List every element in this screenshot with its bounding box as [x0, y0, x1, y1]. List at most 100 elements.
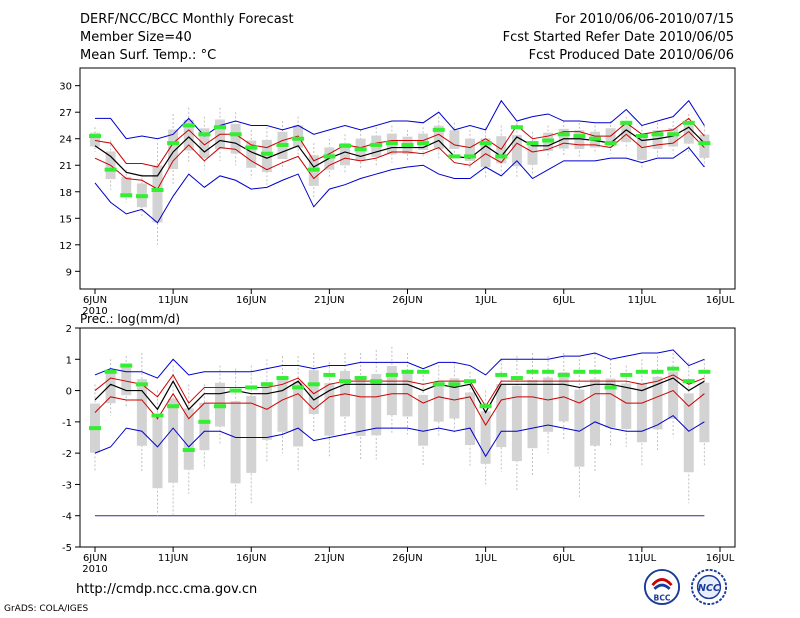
temperature-lower-line — [94, 130, 705, 190]
temperature-spread-box — [605, 128, 616, 147]
temperature-member-mark — [292, 136, 305, 141]
temperature-member-mark — [479, 141, 492, 146]
temperature-ytick-label: 24 — [59, 135, 72, 146]
temperature-member-mark — [526, 141, 539, 146]
precipitation-member-mark — [479, 404, 492, 409]
precipitation-member-mark — [604, 385, 617, 390]
precipitation-spread-box — [230, 401, 241, 484]
temperature-member-mark — [589, 136, 601, 141]
precipitation-spread-box — [527, 379, 538, 449]
precipitation-ytick-label: -3 — [62, 480, 72, 491]
precipitation-spread-box — [246, 395, 257, 473]
temperature-member-mark — [464, 154, 476, 159]
temperature-member-mark — [276, 142, 289, 147]
temperature-ytick-label: 21 — [59, 161, 72, 172]
precipitation-member-mark — [292, 385, 305, 390]
precipitation-upper-line — [94, 373, 705, 408]
temperature-xtick-label: 21JUN — [314, 295, 344, 306]
precipitation-xtick-year: 2010 — [82, 564, 107, 575]
precipitation-spread-box — [418, 394, 429, 446]
precipitation-spread-box — [433, 381, 444, 422]
precipitation-xtick-label: 6JUL — [553, 553, 576, 564]
precipitation-spread-box — [636, 382, 647, 443]
precipitation-spread-box — [449, 378, 460, 419]
precipitation-member-mark — [198, 419, 211, 424]
precipitation-xtick-label: 16JUN — [236, 553, 266, 564]
precipitation-xtick-label: 16JUL — [706, 553, 735, 564]
precipitation-member-mark — [448, 382, 461, 387]
precipitation-member-mark — [401, 369, 414, 374]
temperature-xtick-label: 6JUL — [553, 295, 576, 306]
precipitation-ytick-label: 1 — [66, 355, 72, 366]
precipitation-spread-box — [465, 392, 475, 446]
temperature-ytick-label: 9 — [66, 267, 72, 278]
precipitation-spread-box — [590, 379, 600, 446]
temperature-xtick-label: 1JUL — [475, 295, 498, 306]
temperature-member-mark — [495, 154, 508, 159]
precipitation-member-mark — [307, 382, 320, 387]
temperature-min-line — [94, 146, 705, 224]
precipitation-panel-title: Prec.: log(mm/d) — [80, 312, 180, 326]
temperature-member-mark — [167, 141, 180, 146]
precipitation-spread-box — [355, 376, 366, 436]
temperature-xtick-year: 2010 — [82, 306, 107, 317]
precipitation-member-mark — [104, 369, 117, 374]
chart-title: DERF/NCC/BCC Monthly Forecast — [80, 12, 294, 27]
temperature-spread-box — [668, 128, 679, 147]
precipitation-member-mark — [323, 372, 336, 377]
temperature-member-mark — [635, 134, 648, 139]
precipitation-spread-box — [136, 379, 147, 446]
temperature-member-mark — [604, 141, 617, 146]
precipitation-member-mark — [432, 382, 445, 387]
precipitation-member-mark — [682, 379, 695, 384]
precipitation-member-mark — [385, 372, 398, 377]
precipitation-min-line — [94, 414, 705, 458]
temperature-spread-box — [574, 130, 585, 150]
footer-url[interactable]: http://cmdp.ncc.cma.gov.cn — [76, 582, 258, 597]
precipitation-member-mark — [245, 385, 258, 390]
temperature-spread-box — [152, 165, 163, 223]
temperature-member-mark — [307, 167, 320, 172]
precipitation-member-mark — [620, 372, 633, 377]
precipitation-ytick-label: 2 — [66, 324, 72, 335]
precipitation-member-mark — [151, 413, 164, 418]
temperature-spread-box — [683, 122, 694, 144]
temperature-spread-box — [246, 140, 257, 168]
fcst-produced-date: Fcst Produced Date 2010/06/06 — [528, 48, 734, 63]
precipitation-xtick-label: 1JUL — [475, 553, 498, 564]
temperature-member-mark — [198, 132, 211, 137]
temperature-spread-box — [699, 134, 710, 158]
temperature-member-mark — [120, 193, 133, 198]
precipitation-ytick-label: -4 — [62, 512, 72, 523]
precipitation-spread-box — [105, 371, 116, 404]
temperature-ytick-label: 12 — [59, 241, 72, 252]
precipitation-spread-box — [183, 408, 194, 470]
precipitation-spread-box — [652, 376, 663, 430]
temperature-member-mark — [385, 141, 398, 146]
precipitation-member-mark — [370, 379, 383, 384]
temperature-upper-line — [94, 117, 705, 168]
precipitation-spread-box — [168, 398, 179, 483]
temperature-spread-box — [465, 138, 475, 161]
precipitation-spread-box — [293, 381, 304, 447]
precipitation-spread-box — [386, 366, 397, 416]
precipitation-member-mark — [573, 369, 586, 374]
precipitation-member-mark — [542, 369, 555, 374]
precipitation-xtick-label: 11JUL — [628, 553, 657, 564]
ncc-logo: NCC — [690, 568, 728, 606]
precipitation-lower-line — [94, 389, 705, 426]
temperature-member-mark — [573, 134, 586, 139]
precipitation-spread-box — [324, 383, 335, 436]
precipitation-plot-frame — [79, 327, 736, 548]
precipitation-xtick-label: 6JUN — [83, 553, 107, 564]
precipitation-member-mark — [276, 376, 289, 381]
ncc-logo-text: NCC — [698, 583, 720, 594]
temperature-max-line — [95, 99, 705, 140]
temperature-spread-box — [183, 119, 194, 151]
precipitation-spread-box — [199, 402, 210, 451]
precipitation-spread-box — [699, 382, 710, 443]
temperature-member-mark — [651, 132, 664, 137]
temperature-xtick-label: 6JUN — [83, 295, 107, 306]
precipitation-member-mark — [417, 369, 430, 374]
